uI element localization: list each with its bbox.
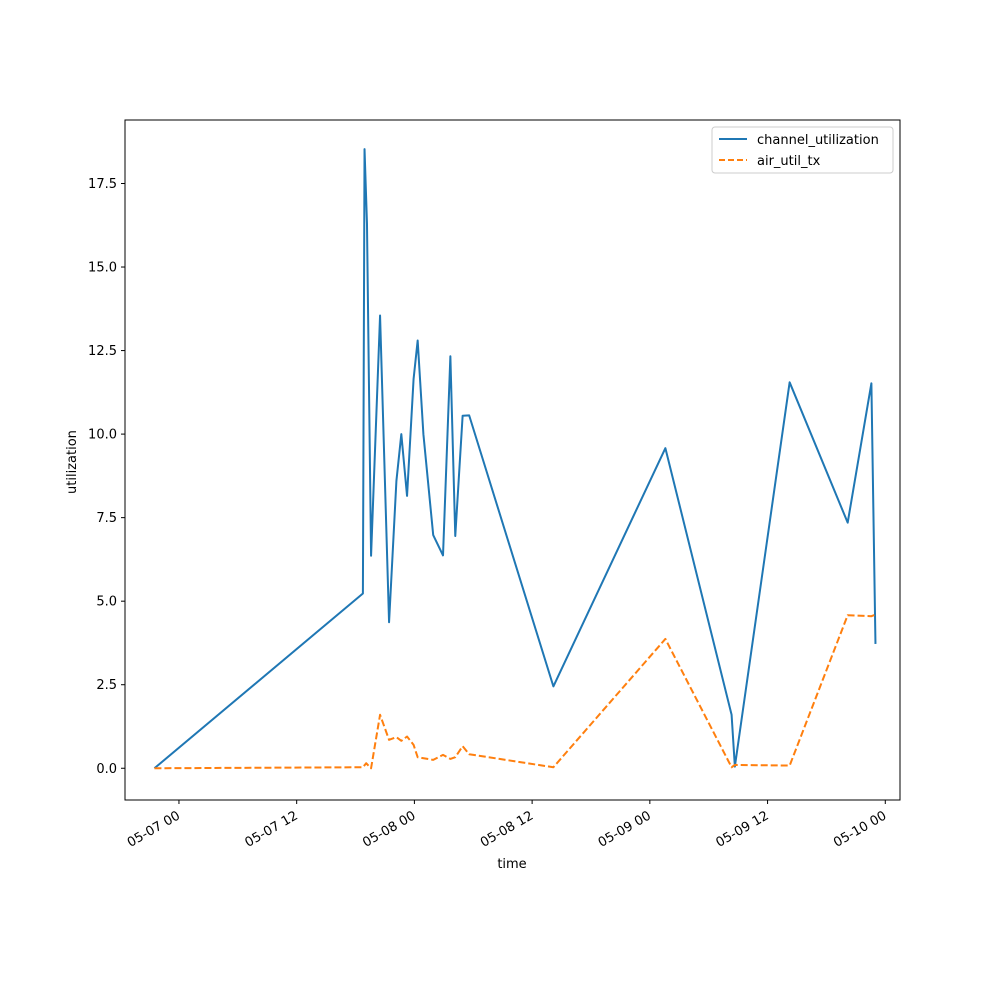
y-axis-ticks: 0.0 2.5 5.0 7.5 10.0 12.5 15.0 17.5 [88,177,125,777]
legend-label-air-util-tx: air_util_tx [757,154,821,169]
legend: channel_utilization air_util_tx [711,126,894,174]
legend-box [711,126,894,174]
y-axis-title: utilization [65,430,80,494]
legend-label-channel-utilization: channel_utilization [757,133,879,148]
y-tick-label: 2.5 [96,678,117,693]
y-tick-label: 12.5 [88,344,117,359]
series-layer [153,148,877,770]
plot-area-frame [124,119,901,801]
series-line-channel-utilization [153,148,877,770]
y-tick-label: 5.0 [96,595,117,610]
y-tick-label: 10.0 [88,428,117,443]
y-tick-label: 17.5 [88,177,117,192]
y-tick-label: 0.0 [96,762,117,777]
y-tick-label: 15.0 [88,261,117,276]
x-axis-title: time [497,857,526,872]
y-tick-label: 7.5 [96,511,117,526]
series-line-air-util-tx [154,613,876,770]
